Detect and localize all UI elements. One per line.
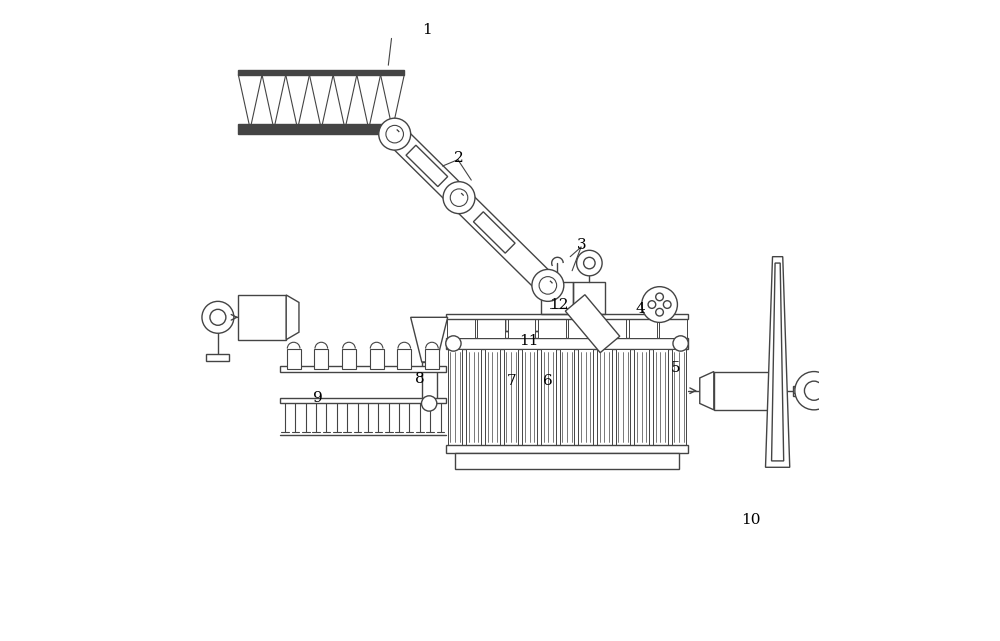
Text: 7: 7	[507, 374, 516, 388]
Bar	[541, 282, 573, 314]
Circle shape	[386, 126, 403, 143]
Bar	[466, 349, 481, 445]
Bar	[597, 349, 612, 445]
Circle shape	[577, 250, 602, 276]
Text: 9: 9	[313, 392, 323, 405]
Bar	[560, 349, 574, 445]
Circle shape	[642, 287, 677, 322]
Bar	[280, 367, 446, 372]
Circle shape	[656, 293, 663, 301]
Circle shape	[446, 336, 461, 351]
Bar	[629, 319, 657, 338]
Bar	[599, 319, 626, 338]
FancyArrowPatch shape	[583, 315, 598, 328]
Circle shape	[804, 381, 824, 400]
Bar	[473, 212, 515, 253]
Bar	[659, 319, 687, 338]
Bar	[455, 453, 679, 469]
Polygon shape	[772, 263, 784, 461]
Text: 5: 5	[671, 362, 680, 376]
Text: 8: 8	[415, 372, 425, 387]
Bar	[287, 349, 301, 369]
Bar	[634, 349, 649, 445]
Bar	[446, 314, 688, 319]
Bar	[280, 398, 446, 403]
Polygon shape	[771, 372, 785, 410]
Circle shape	[450, 189, 468, 206]
Circle shape	[532, 269, 564, 301]
Circle shape	[421, 395, 437, 411]
Bar	[573, 282, 605, 314]
Circle shape	[443, 181, 475, 213]
Text: 2: 2	[454, 151, 463, 165]
Circle shape	[795, 372, 833, 410]
Polygon shape	[286, 295, 299, 340]
Bar	[314, 349, 328, 369]
Bar	[504, 349, 518, 445]
Circle shape	[656, 308, 663, 316]
Circle shape	[663, 301, 671, 308]
Text: 1: 1	[422, 23, 431, 37]
Text: 11: 11	[519, 334, 538, 348]
Bar	[565, 295, 620, 353]
Bar	[714, 372, 771, 410]
Bar	[485, 349, 500, 445]
Polygon shape	[411, 317, 448, 362]
Bar	[397, 349, 411, 369]
FancyArrowPatch shape	[570, 299, 585, 312]
Bar	[425, 349, 439, 369]
FancyArrowPatch shape	[578, 310, 594, 322]
Circle shape	[539, 277, 557, 294]
Bar	[477, 319, 505, 338]
Bar	[568, 319, 596, 338]
Bar	[370, 349, 384, 369]
Bar	[446, 445, 688, 453]
Circle shape	[202, 301, 234, 333]
Text: 12: 12	[549, 297, 568, 312]
Polygon shape	[766, 256, 790, 467]
Bar	[578, 349, 593, 445]
Bar	[541, 349, 556, 445]
Circle shape	[648, 301, 656, 308]
Bar	[446, 338, 688, 349]
FancyArrowPatch shape	[596, 330, 611, 343]
Circle shape	[379, 118, 411, 150]
Bar	[448, 349, 462, 445]
FancyArrowPatch shape	[591, 325, 607, 338]
Circle shape	[673, 336, 688, 351]
Bar	[238, 124, 404, 134]
Bar	[422, 362, 437, 400]
Bar	[538, 319, 566, 338]
Bar	[508, 319, 535, 338]
Polygon shape	[700, 372, 714, 410]
Text: 3: 3	[577, 238, 587, 252]
Bar	[406, 146, 448, 187]
FancyArrowPatch shape	[600, 335, 615, 348]
Bar	[238, 70, 404, 75]
Bar	[238, 295, 286, 340]
Bar	[505, 315, 553, 331]
FancyArrowPatch shape	[574, 304, 589, 317]
Text: 10: 10	[741, 513, 761, 527]
Bar	[505, 315, 553, 331]
Circle shape	[584, 257, 595, 269]
Bar	[342, 349, 356, 369]
Bar	[206, 354, 229, 361]
Bar	[793, 386, 798, 395]
Bar	[522, 349, 537, 445]
Circle shape	[210, 310, 226, 325]
Bar	[447, 319, 475, 338]
Text: 4: 4	[636, 302, 645, 316]
FancyArrowPatch shape	[587, 320, 602, 333]
Bar	[653, 349, 668, 445]
Text: 6: 6	[543, 374, 553, 388]
Bar	[672, 349, 686, 445]
Bar	[616, 349, 630, 445]
